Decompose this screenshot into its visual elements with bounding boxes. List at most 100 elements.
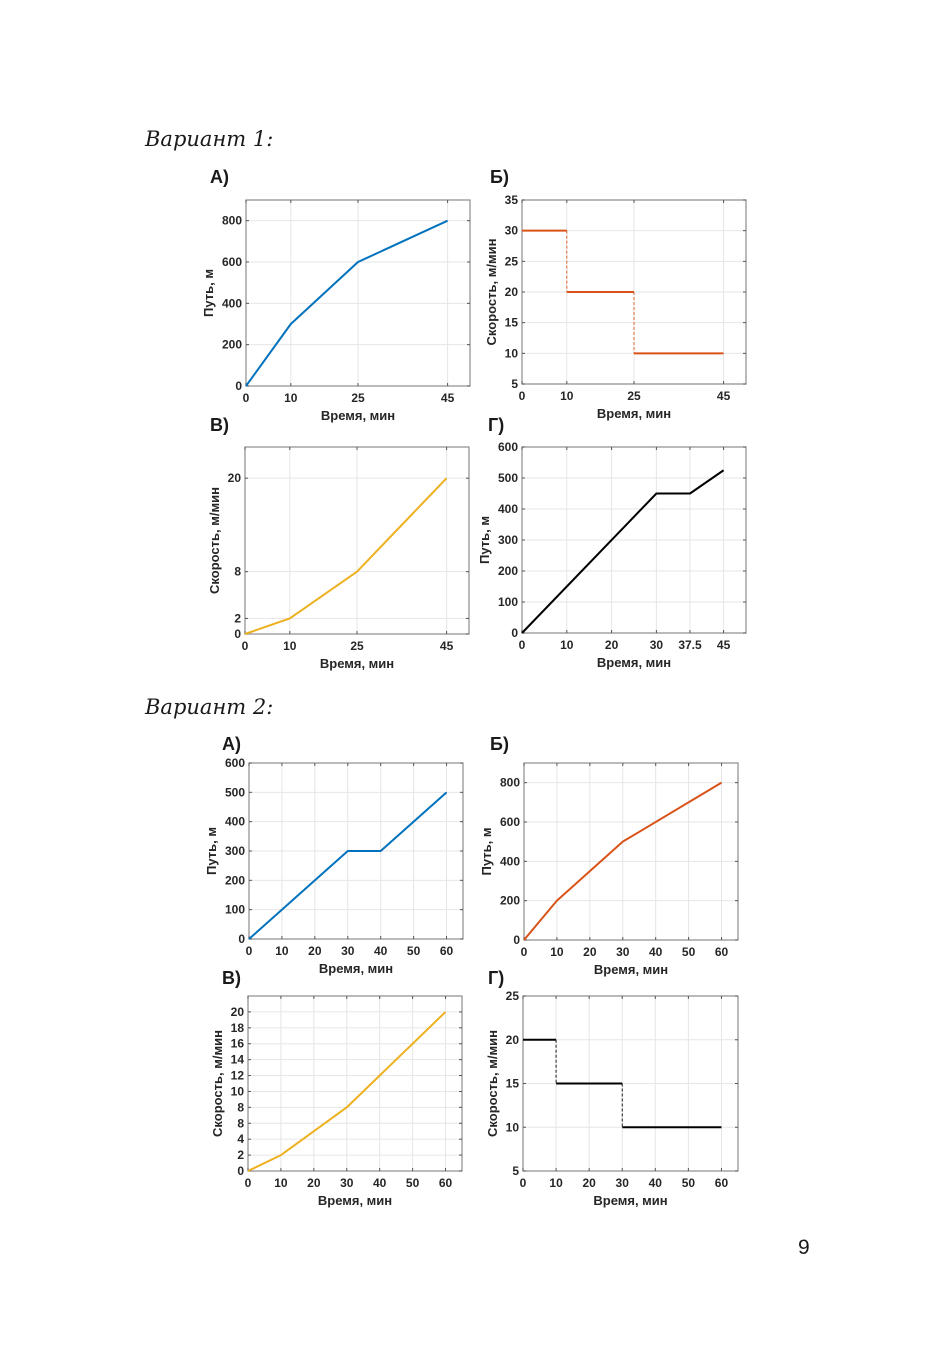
- x-tick-label: 25: [627, 389, 641, 403]
- y-tick-label: 16: [231, 1037, 245, 1051]
- x-tick-label: 30: [650, 638, 664, 652]
- y-axis-label: Путь, м: [204, 827, 219, 875]
- axes-frame: [247, 995, 463, 1172]
- x-tick-label: 45: [717, 638, 731, 652]
- y-tick-label: 300: [225, 844, 245, 858]
- y-tick-label: 800: [500, 776, 520, 790]
- x-tick-label: 0: [246, 944, 253, 958]
- x-tick-label: 50: [407, 944, 421, 958]
- y-tick-label: 5: [512, 1164, 519, 1178]
- x-tick-label: 45: [717, 389, 731, 403]
- x-tick-label: 10: [275, 944, 289, 958]
- x-tick-label: 40: [373, 1176, 387, 1190]
- y-tick-label: 200: [222, 338, 242, 352]
- y-tick-label: 400: [500, 854, 520, 868]
- y-tick-label: 10: [506, 1120, 520, 1134]
- y-tick-label: 10: [231, 1084, 245, 1098]
- y-tick-label: 0: [237, 1164, 244, 1178]
- x-tick-label: 10: [560, 638, 574, 652]
- panel-label-v2b: Б): [490, 734, 509, 754]
- y-axis-label: Скорость, м/мин: [207, 487, 222, 594]
- x-tick-label: 10: [560, 389, 574, 403]
- x-tick-label: 50: [682, 1176, 696, 1190]
- y-tick-label: 600: [498, 440, 518, 454]
- x-tick-label: 0: [243, 391, 250, 405]
- x-tick-label: 10: [550, 945, 564, 959]
- y-tick-label: 0: [511, 626, 518, 640]
- y-tick-label: 20: [228, 471, 242, 485]
- x-tick-label: 25: [350, 639, 364, 653]
- panel-label-v2a: А): [222, 734, 241, 754]
- plot-area: [524, 763, 738, 940]
- x-tick-label: 60: [440, 944, 454, 958]
- x-tick-label: 10: [274, 1176, 288, 1190]
- panel-label-v2c: В): [222, 968, 241, 988]
- y-tick-label: 14: [231, 1053, 245, 1067]
- x-tick-label: 40: [649, 1176, 663, 1190]
- y-axis-label: Путь, м: [477, 516, 492, 564]
- x-axis-label: Время, мин: [597, 406, 671, 421]
- series-path: [245, 219, 449, 387]
- axes-frame: [523, 762, 739, 941]
- page-number: 9: [798, 1236, 810, 1259]
- x-tick-label: 30: [616, 1176, 630, 1190]
- x-tick-label: 25: [351, 391, 365, 405]
- x-tick-label: 20: [583, 945, 597, 959]
- plot-area: [248, 996, 462, 1171]
- y-tick-label: 10: [505, 346, 519, 360]
- y-tick-label: 30: [505, 224, 519, 238]
- y-tick-label: 8: [237, 1100, 244, 1114]
- chart-v1d: 0 10 20 30 37.5 45 0 100 200 300 400 500 600 Время, м…: [477, 440, 747, 670]
- y-tick-label: 600: [500, 815, 520, 829]
- y-axis-label: Путь, м: [201, 269, 216, 317]
- y-tick-label: 4: [237, 1132, 244, 1146]
- y-tick-label: 20: [505, 285, 519, 299]
- x-tick-label: 20: [605, 638, 619, 652]
- panel-label-v1d: Г): [488, 415, 505, 435]
- y-tick-label: 500: [498, 471, 518, 485]
- chart-v1b: 0 10 25 45 5 10 15 20 25 30 35 Время, мин Скорость, …: [484, 193, 747, 421]
- y-tick-label: 400: [225, 815, 245, 829]
- x-tick-label: 45: [440, 639, 454, 653]
- x-axis-label: Время, мин: [321, 408, 395, 423]
- panel-label-v1b: Б): [490, 167, 509, 187]
- x-tick-label: 20: [582, 1176, 596, 1190]
- x-tick-label: 20: [307, 1176, 321, 1190]
- y-axis-label: Скорость, м/мин: [485, 1030, 500, 1137]
- x-tick-label: 0: [519, 389, 526, 403]
- x-axis-label: Время, мин: [594, 962, 668, 977]
- panel-label-v1a: А): [210, 167, 229, 187]
- x-tick-label: 40: [649, 945, 663, 959]
- x-tick-label: 60: [715, 945, 729, 959]
- y-tick-label: 0: [234, 627, 241, 641]
- variant-2-title: Вариант 2:: [145, 695, 274, 719]
- x-tick-label: 50: [682, 945, 696, 959]
- y-tick-label: 8: [237, 1116, 244, 1130]
- x-axis-label: Время, мин: [597, 655, 671, 670]
- variant-1-title: Вариант 1:: [145, 127, 274, 151]
- y-tick-label: 20: [231, 1005, 245, 1019]
- x-tick-label: 50: [406, 1176, 420, 1190]
- y-tick-label: 8: [234, 565, 241, 579]
- y-tick-label: 20: [506, 1033, 520, 1047]
- x-tick-label: 0: [519, 638, 526, 652]
- y-tick-label: 500: [225, 785, 245, 799]
- x-axis-label: Время, мин: [320, 656, 394, 671]
- series-path: [248, 791, 448, 940]
- y-tick-label: 5: [511, 377, 518, 391]
- y-tick-label: 300: [498, 533, 518, 547]
- x-tick-label: 0: [242, 639, 249, 653]
- x-tick-label: 37.5: [678, 638, 702, 652]
- y-tick-label: 18: [231, 1021, 245, 1035]
- y-tick-label: 800: [222, 214, 242, 228]
- x-tick-label: 30: [340, 1176, 354, 1190]
- series-path: [523, 781, 723, 941]
- y-tick-label: 0: [235, 379, 242, 393]
- y-tick-label: 25: [505, 254, 519, 268]
- x-tick-label: 30: [616, 945, 630, 959]
- x-axis-label: Время, мин: [318, 1193, 392, 1208]
- y-tick-label: 15: [506, 1077, 520, 1091]
- y-tick-label: 600: [222, 255, 242, 269]
